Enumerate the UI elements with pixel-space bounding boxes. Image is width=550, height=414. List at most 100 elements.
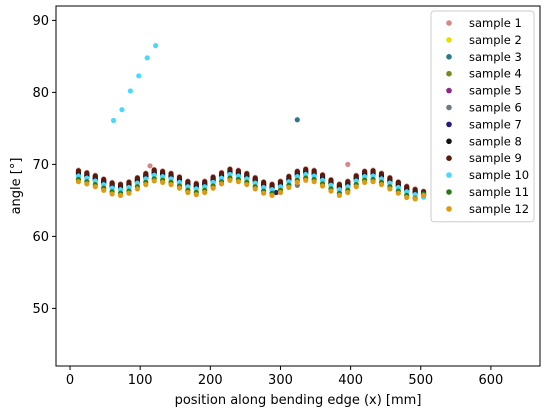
data-point (84, 175, 90, 181)
x-axis-label: position along bending edge (x) [mm] (175, 393, 422, 408)
data-point (168, 176, 174, 182)
data-point (277, 179, 284, 185)
data-point (119, 107, 125, 113)
legend-marker (446, 155, 452, 161)
data-point (75, 179, 82, 185)
data-point (210, 174, 216, 180)
data-point (176, 179, 183, 185)
data-point (387, 175, 393, 181)
data-point (273, 189, 279, 196)
y-tick-label: 80 (32, 86, 49, 101)
legend-box (430, 10, 535, 223)
data-point (294, 174, 300, 180)
legend-item: sample 8 (446, 134, 522, 148)
y-tick-label: 90 (32, 14, 49, 29)
x-tick-label: 600 (478, 373, 503, 388)
data-point (395, 184, 401, 191)
x-tick-label: 400 (338, 373, 363, 388)
y-tick-label: 60 (32, 230, 49, 245)
data-point (378, 176, 385, 182)
legend-label: sample 6 (469, 101, 522, 115)
series-9 (75, 166, 427, 195)
data-point (202, 179, 208, 185)
data-point (117, 192, 124, 198)
data-point (303, 171, 309, 178)
data-point (345, 189, 351, 196)
data-point (151, 172, 157, 178)
data-point (404, 184, 410, 190)
data-point (160, 174, 166, 180)
legend-marker (446, 138, 452, 145)
legend-label: sample 5 (469, 84, 522, 98)
data-point (252, 186, 258, 192)
legend-label: sample 10 (469, 168, 529, 182)
data-point (370, 168, 376, 174)
data-point (370, 173, 376, 179)
data-point (362, 179, 368, 185)
data-point (244, 176, 250, 182)
data-point (311, 173, 317, 179)
legend-marker (446, 37, 452, 43)
data-point (210, 179, 216, 185)
data-point (345, 184, 351, 190)
data-point (147, 163, 153, 169)
data-point (193, 186, 199, 192)
data-point (328, 177, 334, 183)
data-point (404, 189, 410, 195)
data-point (269, 187, 275, 193)
data-point (168, 171, 174, 177)
legend: sample 1 sample 2 sample 3 sample 4 sample 5… (430, 10, 535, 223)
data-point (319, 177, 326, 183)
data-point (92, 178, 98, 184)
legend-item: sample 1 (446, 16, 522, 30)
data-point (126, 184, 132, 191)
data-point (319, 183, 326, 189)
legend-label: sample 12 (469, 202, 529, 216)
series-12 (75, 177, 427, 202)
data-point (160, 169, 166, 175)
data-point (235, 179, 241, 185)
legend-label: sample 1 (469, 16, 522, 30)
data-point (193, 192, 199, 198)
legend-label: sample 4 (469, 67, 522, 81)
data-point (404, 194, 410, 201)
data-point (134, 175, 140, 181)
data-point (387, 180, 393, 186)
data-point (218, 181, 225, 187)
data-point (412, 192, 418, 198)
legend-item: sample 10 (446, 168, 529, 182)
data-point (193, 181, 199, 187)
data-point (75, 168, 82, 174)
data-point (261, 190, 267, 196)
x-axis-ticks: 0 100 200 300 400 500 600 (66, 366, 503, 388)
data-points (75, 43, 427, 202)
data-point (144, 55, 150, 61)
data-point (244, 171, 250, 177)
data-point (160, 179, 166, 185)
data-point (244, 181, 250, 188)
legend-marker (446, 54, 452, 60)
data-point (101, 181, 107, 188)
data-point (303, 177, 309, 183)
data-point (286, 179, 292, 185)
data-point (420, 192, 427, 198)
data-point (134, 186, 140, 192)
legend-label: sample 11 (469, 185, 529, 199)
data-point (252, 175, 258, 181)
x-tick-label: 200 (198, 373, 223, 388)
data-point (75, 173, 82, 179)
data-point (143, 176, 149, 182)
y-tick-label: 50 (32, 302, 49, 317)
x-tick-label: 500 (408, 373, 433, 388)
data-point (362, 174, 368, 180)
legend-marker (446, 20, 452, 26)
legend-item: sample 4 (446, 67, 522, 81)
legend-marker (446, 121, 452, 128)
data-point (269, 181, 275, 188)
legend-label: sample 7 (469, 117, 522, 131)
data-point (286, 174, 292, 180)
data-point (117, 181, 124, 188)
data-point (336, 192, 342, 198)
data-point (168, 181, 174, 188)
